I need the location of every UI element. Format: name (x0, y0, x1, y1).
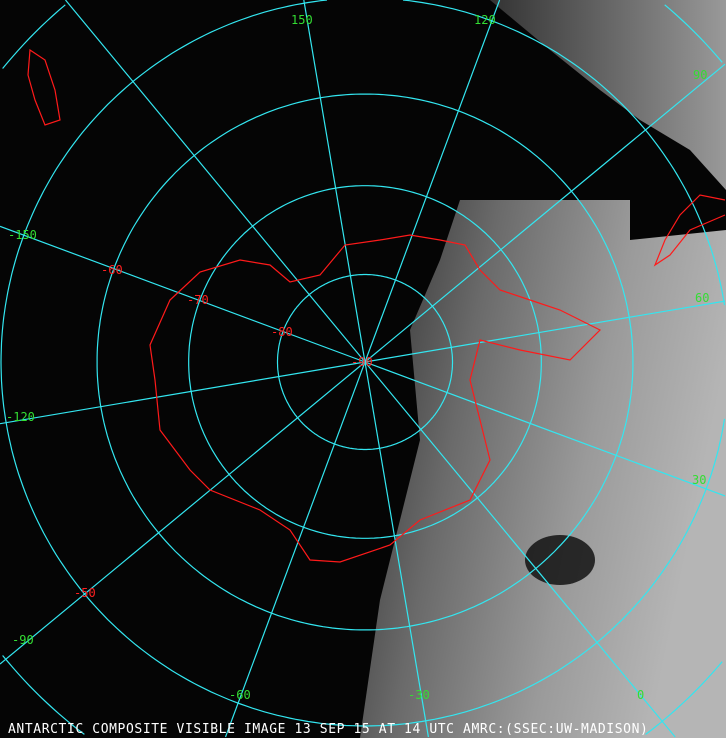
meridian-line (364, 361, 726, 497)
lon-label: -150 (8, 228, 37, 242)
meridian-line (0, 225, 366, 363)
latitude-circle (645, 661, 723, 735)
south-america-coastline (653, 194, 726, 267)
latitude-circle (276, 273, 454, 451)
lat-label: -90 (351, 355, 373, 369)
lon-label: 60 (695, 291, 709, 305)
lat-label: -80 (271, 325, 293, 339)
imagery-daylight (360, 200, 726, 738)
latitude-circle (2, 655, 85, 735)
meridian-line (364, 63, 726, 363)
lat-label: -50 (74, 586, 96, 600)
longitude-labels: 150 120 90 60 30 0 -30 -60 -90 -120 -150 (6, 13, 709, 702)
latitude-circle (188, 185, 542, 539)
meridian-line (364, 361, 429, 738)
latitude-circle (664, 4, 723, 63)
meridian-line (0, 361, 366, 425)
coastline (27, 48, 726, 563)
meridian-line (0, 361, 366, 665)
antarctica-coastline (149, 234, 602, 563)
lon-label: 0 (637, 688, 644, 702)
lon-label: 150 (291, 13, 313, 27)
meridian-line (224, 361, 366, 738)
image-caption: ANTARCTIC COMPOSITE VISIBLE IMAGE 13 SEP… (8, 722, 649, 737)
meridian-line (364, 300, 726, 363)
lon-label: 120 (474, 13, 496, 27)
lon-label: 30 (692, 473, 706, 487)
meridian-line (364, 361, 676, 738)
latitude-circle (96, 93, 634, 631)
meridian-line (65, 0, 366, 363)
meridian-line (364, 0, 501, 363)
lat-label: -60 (101, 263, 123, 277)
latitude-circle (2, 4, 66, 69)
lon-label: -30 (408, 688, 430, 702)
latitude-circle (402, 0, 726, 306)
lon-label: 90 (693, 68, 707, 82)
new-zealand-coastline (27, 48, 61, 126)
lat-label: -70 (187, 293, 209, 307)
lon-label: -120 (6, 410, 35, 424)
latitude-labels: -50 -60 -70 -80 -90 (74, 263, 373, 600)
lon-label: -60 (229, 688, 251, 702)
lon-label: -90 (12, 633, 34, 647)
meridian-line (303, 0, 366, 363)
dark-ocean-patch (525, 535, 595, 585)
